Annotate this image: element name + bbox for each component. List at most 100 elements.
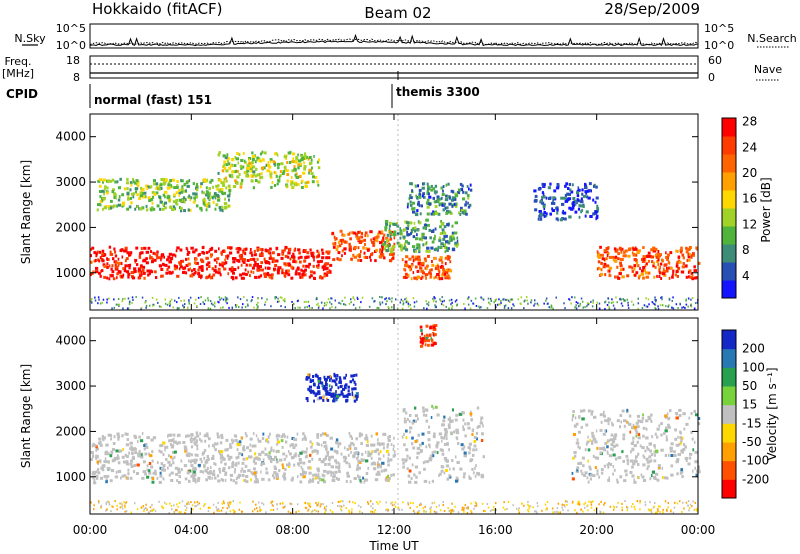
- velocity-cell: [318, 478, 323, 482]
- velocity-cell: [419, 449, 423, 453]
- power-cell: [619, 257, 623, 261]
- velocity-cell: [578, 502, 580, 505]
- power-cell: [268, 275, 271, 279]
- velocity-cell: [406, 417, 409, 421]
- velocity-cell: [419, 340, 424, 344]
- velocity-cell: [304, 501, 307, 504]
- power-cell: [450, 298, 453, 301]
- power-cell: [214, 207, 217, 211]
- power-cell: [311, 166, 313, 170]
- power-cell: [675, 303, 678, 306]
- power-cell: [405, 226, 409, 230]
- velocity-cell: [470, 510, 472, 513]
- velocity-cell: [220, 436, 224, 440]
- power-cell: [256, 306, 259, 309]
- power-cell: [181, 185, 184, 189]
- power-cell: [195, 261, 199, 265]
- power-cell: [256, 263, 259, 266]
- velocity-cell: [238, 440, 242, 444]
- velocity-cell: [445, 437, 448, 441]
- velocity-cell: [577, 500, 579, 503]
- velocity-cell: [580, 469, 583, 473]
- velocity-cell: [356, 456, 359, 460]
- velocity-cell: [172, 437, 175, 441]
- power-cell: [350, 298, 352, 301]
- power-cell: [241, 178, 244, 182]
- power-cell: [226, 302, 228, 305]
- velocity-cell: [162, 468, 166, 472]
- velocity-cell: [422, 338, 424, 342]
- power-cell: [174, 207, 177, 211]
- power-cell: [270, 256, 272, 260]
- power-cell: [162, 203, 165, 207]
- power-cell: [393, 223, 397, 226]
- power-cell: [219, 306, 222, 309]
- power-cell: [663, 273, 667, 277]
- power-cell: [125, 270, 130, 274]
- power-cell: [331, 231, 334, 235]
- power-cell: [152, 251, 155, 255]
- power-cell: [141, 187, 145, 191]
- velocity-cell: [425, 510, 427, 513]
- power-cell: [283, 298, 286, 301]
- velocity-cell: [102, 466, 104, 470]
- velocity-cell: [170, 455, 173, 459]
- power-cell: [449, 260, 452, 264]
- velocity-cell: [207, 510, 210, 512]
- power-cell: [353, 231, 356, 235]
- power-cell: [259, 152, 263, 156]
- power-cell: [470, 299, 473, 302]
- power-cell: [207, 196, 210, 200]
- power-cell: [549, 182, 552, 186]
- power-cell: [420, 204, 423, 208]
- velocity-cell: [233, 470, 236, 474]
- power-cell: [566, 192, 570, 196]
- power-cell: [646, 254, 650, 258]
- power-cell: [494, 299, 497, 302]
- power-cell: [322, 307, 324, 310]
- power-cell: [179, 209, 183, 213]
- power-cell: [632, 248, 635, 251]
- velocity-cell: [175, 509, 178, 511]
- velocity-cell: [131, 448, 135, 452]
- velocity-cell: [179, 470, 181, 474]
- power-cell: [438, 270, 441, 274]
- power-cell: [434, 297, 436, 300]
- velocity-cell: [304, 506, 307, 509]
- power-cell: [543, 302, 545, 305]
- power-cell: [341, 249, 344, 253]
- power-cell: [137, 267, 142, 271]
- velocity-cell: [689, 452, 693, 456]
- power-cell: [241, 165, 245, 169]
- power-cell: [425, 201, 428, 205]
- velocity-cell: [340, 390, 343, 394]
- velocity-cell: [491, 508, 493, 511]
- power-cell: [437, 245, 440, 249]
- power-cell: [293, 248, 296, 252]
- power-cell: [467, 196, 470, 200]
- power-cell: [469, 203, 472, 207]
- power-cell: [682, 256, 685, 260]
- power-cell: [252, 165, 256, 169]
- power-cell: [564, 199, 568, 203]
- velocity-cell: [690, 412, 693, 416]
- power-cell: [416, 196, 419, 200]
- velocity-cell: [124, 506, 126, 509]
- velocity-cell: [637, 452, 640, 456]
- power-cell: [280, 305, 282, 308]
- power-cell: [166, 186, 170, 190]
- velocity-cell: [604, 442, 607, 445]
- power-cell: [357, 246, 360, 250]
- velocity-cell: [302, 432, 305, 436]
- velocity-cell: [528, 507, 530, 510]
- velocity-cell: [602, 410, 605, 414]
- velocity-cell: [431, 339, 434, 343]
- power-cell: [586, 305, 588, 308]
- power-cell: [614, 275, 616, 279]
- power-cell: [438, 203, 441, 207]
- range-tick-label: 1000: [55, 266, 86, 280]
- velocity-cell: [339, 378, 342, 382]
- power-cell: [447, 247, 450, 251]
- power-cell: [324, 267, 328, 271]
- velocity-cell: [205, 469, 208, 473]
